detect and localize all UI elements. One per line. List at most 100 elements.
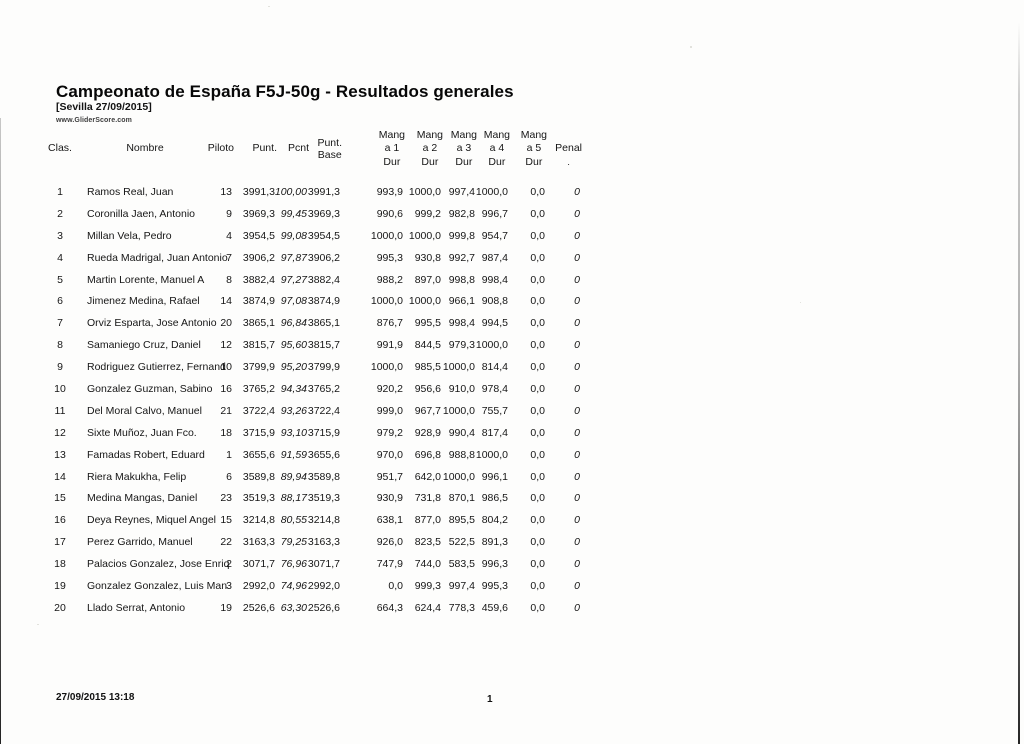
cell-mang-4: 0,0 (530, 229, 545, 242)
cell-mang-2: 998,8 (448, 273, 475, 286)
cell-piloto: 14 (220, 295, 232, 308)
header-line (288, 156, 309, 170)
cell-piloto: 7 (226, 251, 232, 264)
header-line (555, 129, 582, 143)
cell-punt: 3906,2 (242, 251, 275, 264)
cell-nombre: Gonzalez Gonzalez, Luis Man (87, 579, 228, 592)
cell-mang-4: 0,0 (530, 317, 545, 330)
cell-punt_base: 3071,7 (307, 558, 340, 571)
cell-penal: 0 (574, 361, 580, 374)
cell-mang-3: 891,3 (481, 536, 508, 549)
cell-nombre: Jimenez Medina, Rafael (87, 295, 200, 308)
cell-mang-1: 642,0 (414, 470, 441, 483)
cell-piloto: 20 (220, 317, 232, 330)
cell-mang-4: 0,0 (530, 382, 545, 395)
cell-punt: 3214,8 (242, 514, 275, 527)
cell-mang-1: 985,5 (414, 361, 441, 374)
cell-punt: 3715,9 (242, 426, 275, 439)
cell-clas: 9 (57, 361, 63, 374)
cell-clas: 13 (54, 448, 66, 461)
cell-mang-3: 994,5 (481, 317, 508, 330)
cell-mang-0: 1000,0 (370, 361, 403, 374)
cell-pcnt: 76,96 (280, 558, 307, 571)
cell-mang-2: 979,3 (448, 339, 475, 352)
cell-mang-0: 970,0 (376, 448, 403, 461)
cell-nombre: Riera Makukha, Felip (87, 470, 187, 483)
cell-mang-2: 1000,0 (442, 404, 475, 417)
header-line: Dur (525, 155, 543, 168)
cell-clas: 14 (54, 470, 66, 483)
footer-page-number: 1 (487, 694, 493, 705)
cell-penal: 0 (574, 514, 580, 527)
cell-mang-3: 459,6 (481, 601, 508, 614)
cell-punt_base: 3874,9 (307, 295, 340, 308)
scan-edge-shadow-right (1018, 22, 1020, 744)
cell-mang-2: 997,4 (448, 579, 475, 592)
cell-penal: 0 (574, 558, 580, 571)
header-line: a 3 (456, 142, 472, 155)
cell-punt_base: 3865,1 (307, 317, 340, 330)
cell-punt: 3765,2 (242, 382, 275, 395)
cell-nombre: Coronilla Jaen, Antonio (87, 207, 195, 220)
cell-punt: 2526,6 (242, 601, 275, 614)
cell-mang-4: 0,0 (530, 579, 545, 592)
cell-mang-1: 844,5 (414, 339, 441, 352)
document-subtitle: [Sevilla 27/09/2015] (56, 101, 152, 113)
cell-mang-4: 0,0 (530, 361, 545, 374)
cell-mang-1: 930,8 (414, 251, 441, 264)
col-header-pcnt: Pcnt (288, 129, 309, 170)
cell-mang-4: 0,0 (530, 470, 545, 483)
cell-mang-2: 522,5 (448, 536, 475, 549)
cell-mang-2: 990,4 (448, 426, 475, 439)
cell-punt_base: 3589,8 (307, 470, 340, 483)
cell-punt_base: 3214,8 (307, 514, 340, 527)
header-line: a 1 (384, 142, 400, 155)
cell-punt_base: 3969,3 (307, 207, 340, 220)
cell-mang-0: 951,7 (376, 470, 403, 483)
cell-punt_base: 3954,5 (307, 229, 340, 242)
cell-clas: 11 (54, 404, 66, 417)
cell-mang-2: 992,7 (448, 251, 475, 264)
footer-datetime: 27/09/2015 13:18 (56, 692, 135, 703)
header-line: Punt. (317, 137, 342, 149)
cell-pcnt: 97,27 (280, 273, 307, 286)
cell-mang-0: 988,2 (376, 273, 403, 286)
cell-penal: 0 (574, 579, 580, 592)
cell-penal: 0 (574, 470, 580, 483)
cell-punt_base: 3722,4 (307, 404, 340, 417)
header-line: Base (317, 149, 342, 161)
cell-mang-4: 0,0 (530, 536, 545, 549)
cell-mang-0: 926,0 (376, 536, 403, 549)
scan-edge-shadow-left (0, 118, 1, 744)
cell-mang-0: 638,1 (376, 514, 403, 527)
scan-speck (148, 214, 150, 215)
cell-penal: 0 (574, 317, 580, 330)
cell-piloto: 13 (220, 185, 232, 198)
cell-mang-1: 731,8 (414, 492, 441, 505)
cell-penal: 0 (574, 295, 580, 308)
cell-mang-1: 999,2 (414, 207, 441, 220)
cell-punt_base: 2992,0 (307, 579, 340, 592)
cell-pcnt: 93,26 (280, 404, 307, 417)
col-header-mang-2: Mang a 2 Dur (417, 129, 443, 170)
results-table-header: Clas. Nombre Piloto Punt. Pcnt Punt. Base Mang a… (47, 126, 584, 172)
col-header-mang-3: Mang a 3 Dur (451, 129, 477, 170)
cell-punt: 3722,4 (242, 404, 275, 417)
cell-mang-0: 876,7 (376, 317, 403, 330)
cell-piloto: 3 (226, 579, 232, 592)
cell-penal: 0 (574, 339, 580, 352)
cell-piloto: 8 (226, 273, 232, 286)
header-line (208, 156, 234, 170)
cell-piloto: 23 (220, 492, 232, 505)
cell-nombre: Rodriguez Gutierrez, Fernand (87, 361, 226, 374)
cell-mang-0: 993,9 (376, 185, 403, 198)
cell-nombre: Del Moral Calvo, Manuel (87, 404, 202, 417)
cell-punt: 3882,4 (242, 273, 275, 286)
header-line: Penal (555, 142, 582, 155)
cell-mang-3: 755,7 (481, 404, 508, 417)
scan-speck (690, 46, 692, 48)
col-header-mang-5: Mang a 5 Dur (521, 129, 547, 170)
cell-punt: 3954,5 (242, 229, 275, 242)
cell-mang-0: 664,3 (376, 601, 403, 614)
cell-pcnt: 93,10 (280, 426, 307, 439)
